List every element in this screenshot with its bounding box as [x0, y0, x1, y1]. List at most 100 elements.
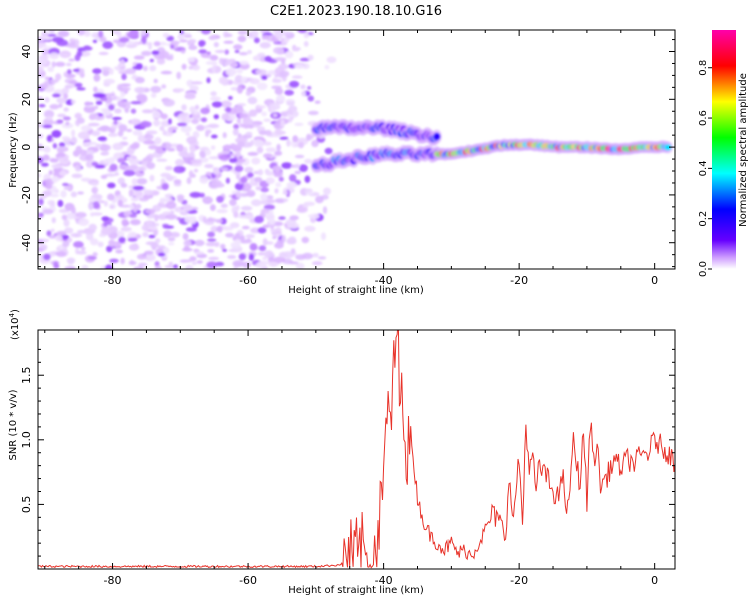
heatmap-blob: [184, 93, 196, 100]
heatmap-blob: [129, 143, 140, 150]
heatmap-blob: [239, 123, 244, 128]
heatmap-blob: [188, 45, 198, 51]
heatmap-blob: [104, 173, 117, 177]
heatmap-blob: [94, 105, 99, 110]
heatmap-blob: [43, 118, 54, 126]
heatmap-blob: [173, 179, 182, 185]
heatmap-blob: [318, 256, 327, 260]
heatmap-blob: [136, 178, 148, 185]
heatmap-blob: [253, 37, 260, 44]
heatmap-blob: [286, 182, 298, 188]
heatmap-blob: [154, 261, 160, 267]
heatmap-blob: [106, 245, 113, 253]
heatmap-blob: [56, 97, 67, 104]
heatmap-blob: [294, 163, 301, 169]
heatmap-blob: [47, 33, 57, 37]
heatmap-blob: [208, 35, 217, 41]
heatmap-blob: [239, 60, 249, 65]
heatmap-blob: [130, 108, 137, 114]
heatmap-blob: [179, 150, 189, 158]
heatmap-blob: [55, 251, 67, 257]
heatmap-blob: [74, 112, 82, 119]
heatmap-blob: [281, 59, 286, 65]
heatmap-blob: [118, 236, 126, 243]
heatmap-blob: [265, 147, 277, 153]
heatmap-blob: [38, 212, 44, 217]
heatmap-blob: [261, 34, 270, 40]
heatmap-blob: [126, 156, 133, 161]
heatmap-blob: [150, 242, 160, 249]
heatmap-blob: [63, 156, 68, 162]
heatmap-blob: [241, 225, 250, 230]
heatmap-blob: [261, 111, 267, 117]
heatmap-blob: [117, 199, 124, 207]
heatmap-blob: [83, 105, 96, 113]
heatmap-blob: [112, 142, 124, 151]
heatmap-blob: [73, 241, 84, 248]
heatmap-blob: [126, 149, 135, 155]
x-tick-label: -40: [375, 274, 393, 287]
heatmap-blob: [211, 62, 218, 66]
heatmap-blob: [183, 240, 192, 247]
heatmap-blob: [132, 74, 137, 80]
heatmap-blob: [247, 172, 254, 178]
heatmap-blob: [56, 146, 69, 153]
heatmap-blob: [257, 227, 267, 234]
heatmap-blob: [189, 191, 202, 198]
snr-series-line: [38, 330, 675, 569]
heatmap-blob: [260, 193, 268, 201]
heatmap-blob: [168, 126, 179, 130]
heatmap-blob: [272, 113, 278, 118]
heatmap-blob: [78, 218, 90, 227]
heatmap-blob: [188, 39, 197, 44]
colorbar-tick-label: 0.0: [698, 261, 709, 277]
heatmap-blob: [255, 69, 267, 75]
heatmap-blob: [301, 90, 306, 97]
heatmap-blob: [117, 100, 128, 108]
heatmap-blob: [70, 233, 83, 238]
heatmap-blob: [220, 167, 229, 172]
heatmap-blob: [158, 252, 166, 257]
heatmap-blob: [229, 199, 237, 206]
heatmap-blob: [204, 149, 212, 156]
heatmap-blob: [97, 241, 104, 248]
heatmap-blob: [214, 49, 226, 54]
heatmap-blob: [265, 170, 275, 176]
heatmap-blob: [160, 70, 173, 75]
heatmap-blob: [165, 201, 177, 210]
heatmap-blob: [92, 68, 102, 74]
heatmap-blob: [222, 132, 227, 139]
heatmap-blob: [68, 58, 76, 62]
heatmap-blob: [279, 136, 289, 140]
heatmap-blob: [274, 87, 284, 95]
colorbar-tick-label: 0.2: [698, 211, 709, 227]
heatmap-blob: [216, 209, 228, 214]
heatmap-blob: [62, 240, 70, 247]
heatmap-blob: [185, 264, 194, 269]
heatmap-blob: [71, 99, 76, 104]
heatmap-blob: [294, 154, 305, 159]
heatmap-blob: [298, 30, 307, 34]
heatmap-blob: [67, 257, 75, 265]
heatmap-blob: [153, 119, 161, 127]
heatmap-blob: [142, 139, 155, 145]
heatmap-blob: [206, 261, 218, 269]
heatmap-blob: [278, 216, 286, 220]
heatmap-blob: [91, 212, 103, 216]
heatmap-blob: [323, 187, 331, 195]
heatmap-blob: [62, 116, 71, 121]
heatmap-blob: [59, 170, 67, 177]
heatmap-blob: [104, 151, 109, 156]
heatmap-blob: [173, 264, 178, 269]
heatmap-blob: [288, 236, 296, 242]
heatmap-blob: [156, 58, 166, 65]
heatmap-blob: [154, 137, 162, 145]
heatmap-blob: [125, 68, 136, 75]
heatmap-blob: [103, 158, 115, 165]
heatmap-blob: [161, 142, 172, 149]
heatmap-blob: [98, 199, 103, 204]
heatmap-blob: [213, 42, 219, 48]
heatmap-blob: [74, 165, 82, 172]
heatmap-blob: [93, 86, 98, 93]
heatmap-blob: [128, 261, 137, 265]
